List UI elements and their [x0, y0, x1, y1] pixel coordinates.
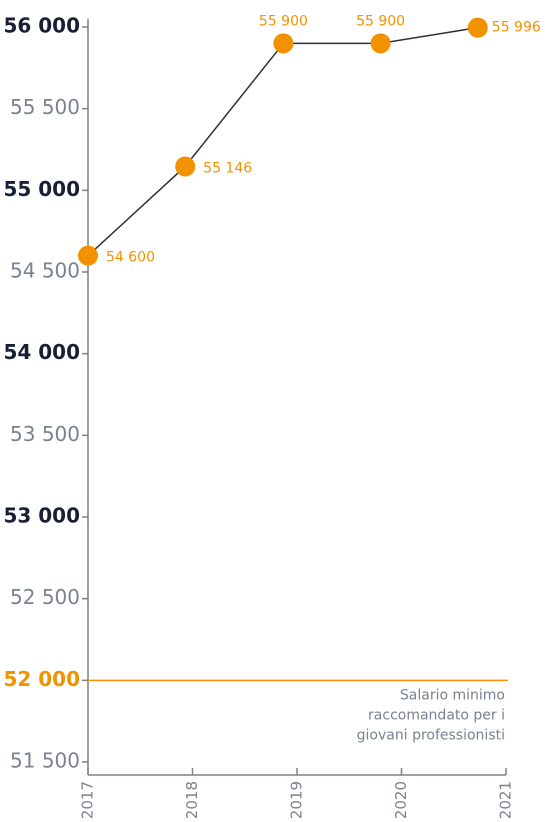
value-label: 55 900 — [356, 13, 405, 29]
y-tick-label: 53 000 — [3, 504, 80, 528]
reference-label: raccomandato per i — [368, 707, 505, 723]
reference-label: Salario minimo — [400, 687, 505, 703]
y-tick-label: 54 000 — [3, 340, 80, 364]
y-tick-label: 56 000 — [3, 14, 80, 38]
x-tick-label: 2019 — [288, 781, 306, 818]
y-tick-label: 54 500 — [10, 259, 80, 283]
value-label: 55 146 — [203, 160, 252, 176]
y-tick-label: 55 000 — [3, 177, 80, 201]
x-tick-label: 2021 — [497, 781, 515, 818]
point — [273, 33, 294, 54]
y-tick-label: 51 500 — [10, 749, 80, 773]
point — [175, 156, 196, 177]
value-label: 55 996 — [492, 20, 541, 36]
y-tick-label: 55 500 — [10, 95, 80, 119]
x-tick-label: 2020 — [392, 781, 410, 818]
value-label: 54 600 — [106, 250, 155, 266]
y-tick-label: 53 500 — [10, 422, 80, 446]
line — [87, 26, 478, 257]
point — [78, 245, 98, 266]
point — [467, 17, 488, 38]
point — [370, 33, 391, 54]
x-tick-label: 2018 — [183, 781, 201, 818]
value-label: 55 900 — [259, 13, 308, 29]
y-tick-label: 52 500 — [10, 585, 80, 609]
reference-label: giovani professionisti — [357, 727, 505, 743]
x-tick-label: 2017 — [79, 781, 97, 818]
y-tick-label: 52 000 — [3, 667, 80, 691]
